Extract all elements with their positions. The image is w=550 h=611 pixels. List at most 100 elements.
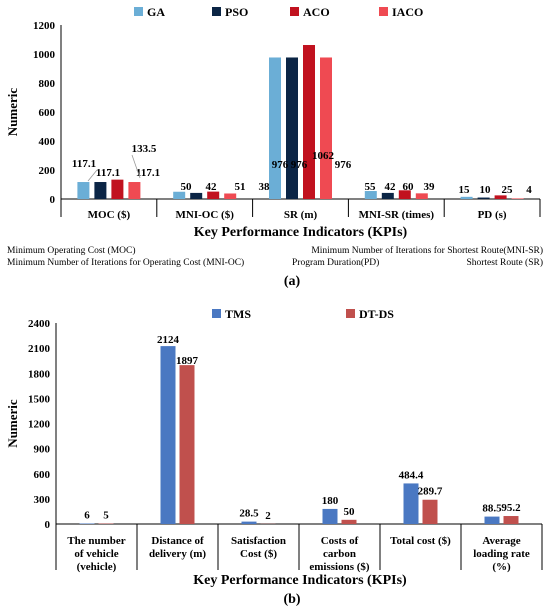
x-tick-label-b: Costs of — [321, 535, 359, 547]
x-tick-label-b: loading rate — [473, 548, 530, 560]
data-label-a-pso: 117.1 — [96, 167, 120, 179]
data-label-a-iaco: 4 — [526, 184, 532, 196]
x-tick-label-b: (vehicle) — [77, 561, 117, 573]
y-tick-label-b: 2400 — [28, 318, 51, 330]
y-tick-label-b: 600 — [34, 469, 51, 481]
x-tick-label-b: of vehicle — [74, 548, 118, 560]
x-tick-label-b: Cost ($) — [240, 548, 277, 560]
bar-a-pso — [286, 57, 298, 200]
note-pd: Program Duration(PD) — [292, 257, 379, 268]
y-tick-label-a: 400 — [39, 136, 56, 148]
data-label-a-ga: 15 — [459, 184, 471, 196]
x-tick-label-b: Average — [482, 535, 520, 547]
data-label-b-tms: 28.5 — [239, 508, 259, 520]
y-tick-label-a: 1000 — [33, 49, 56, 61]
data-label-b-dtds: 5 — [103, 510, 109, 522]
bar-a-iaco — [320, 57, 332, 200]
x-axis-title-a: Key Performance Indicators (KPIs) — [194, 225, 408, 240]
data-label-b-tms: 180 — [322, 495, 339, 507]
bar-a-iaco — [128, 182, 141, 199]
bar-a-iaco — [415, 193, 428, 199]
data-label-a-iaco: 38 — [259, 181, 271, 193]
data-label-a-iaco: 39 — [424, 181, 436, 193]
x-axis-title-b: Key Performance Indicators (KPIs) — [193, 573, 407, 588]
legend-label-b-dt-ds: DT-DS — [359, 307, 394, 321]
data-label-b-dtds: 289.7 — [418, 486, 443, 498]
bar-a-pso — [381, 192, 394, 199]
legend-swatch-a-iaco — [379, 7, 388, 16]
bar-b-tms — [241, 521, 257, 524]
data-label-a-iaco: 976 — [335, 159, 352, 171]
caption-a: (a) — [284, 274, 301, 289]
x-tick-label-a: PD (s) — [478, 209, 507, 221]
x-tick-label-b: Distance of — [151, 535, 204, 547]
legend-label-a-aco: ACO — [303, 5, 330, 19]
bar-a-pso — [477, 197, 490, 199]
x-tick-label-b: Total cost ($) — [390, 535, 451, 547]
legend-swatch-a-pso — [212, 7, 221, 16]
y-tick-label-a: 0 — [50, 194, 56, 206]
bar-a-pso — [94, 182, 107, 199]
legend-label-a-pso: PSO — [225, 5, 248, 19]
y-tick-label-b: 1200 — [28, 419, 51, 431]
data-label-b-tms: 88.5 — [482, 503, 502, 515]
data-label-b-dtds: 50 — [344, 506, 356, 518]
y-tick-label-a: 200 — [39, 165, 56, 177]
bar-a-aco — [398, 190, 411, 199]
x-tick-label-b: carbon — [323, 548, 356, 560]
note-moc: Minimum Operating Cost (MOC) — [7, 245, 136, 256]
y-tick-label-b: 1500 — [28, 393, 51, 405]
note-sr: Shortest Route (SR) — [466, 257, 543, 268]
bar-b-tms — [484, 516, 500, 524]
data-label-b-tms: 2124 — [157, 334, 180, 346]
bar-a-ga — [173, 191, 186, 199]
data-label-a-ga: 117.1 — [72, 158, 96, 170]
x-tick-label-a: MNI-SR (times) — [359, 209, 435, 221]
x-tick-label-b: The number — [67, 535, 125, 547]
bar-a-iaco — [511, 198, 524, 199]
y-tick-label-b: 1800 — [28, 368, 51, 380]
legend-label-b-tms: TMS — [225, 307, 251, 321]
bar-b-tms — [79, 523, 95, 524]
legend-swatch-a-aco — [290, 7, 299, 16]
bar-a-ga — [364, 191, 377, 199]
bar-b-dt-ds — [503, 516, 519, 524]
x-tick-label-b: Satisfaction — [231, 535, 286, 547]
bar-a-ga — [460, 196, 473, 199]
x-tick-label-a: SR (m) — [284, 209, 318, 221]
data-label-a-pso: 42 — [206, 181, 218, 193]
legend-label-a-iaco: IACO — [392, 5, 423, 19]
data-label-a-aco: 133.5 — [132, 143, 157, 155]
data-label-b-dtds: 2 — [265, 510, 271, 522]
caption-b: (b) — [283, 592, 300, 607]
x-tick-label-b: (%) — [492, 561, 511, 573]
bar-a-aco — [207, 191, 220, 199]
bar-b-tms — [322, 508, 338, 524]
legend-label-a-ga: GA — [147, 5, 165, 19]
bar-b-dt-ds — [179, 365, 195, 524]
y-axis-title-a: Numeric — [5, 88, 20, 137]
y-tick-label-b: 900 — [34, 444, 51, 456]
bar-b-tms — [160, 346, 176, 524]
bar-a-ga — [77, 182, 90, 199]
bar-b-dt-ds — [341, 519, 357, 524]
x-tick-label-b: emissions ($) — [309, 561, 370, 573]
data-label-a-ga: 50 — [181, 181, 193, 193]
y-tick-label-b: 300 — [34, 494, 51, 506]
bar-a-aco — [111, 179, 124, 199]
leader-line-a — [131, 154, 141, 179]
note-mni-oc: Minimum Number of Iterations for Operati… — [7, 257, 244, 268]
bar-a-aco — [494, 195, 507, 199]
y-tick-label-a: 800 — [39, 78, 56, 90]
x-tick-label-a: MNI-OC ($) — [176, 209, 235, 221]
bar-a-ga — [269, 57, 281, 200]
y-axis-title-b: Numeric — [5, 399, 20, 448]
data-label-a-aco: 25 — [502, 184, 514, 196]
y-tick-label-b: 2100 — [28, 343, 51, 355]
bar-a-pso — [190, 192, 203, 199]
data-label-a-ga: 976 — [272, 159, 289, 171]
x-tick-label-b: delivery (m) — [149, 548, 206, 560]
note-mni-sr: Minimum Number of Iterations for Shortes… — [311, 245, 543, 256]
y-tick-label-a: 1200 — [33, 20, 56, 32]
